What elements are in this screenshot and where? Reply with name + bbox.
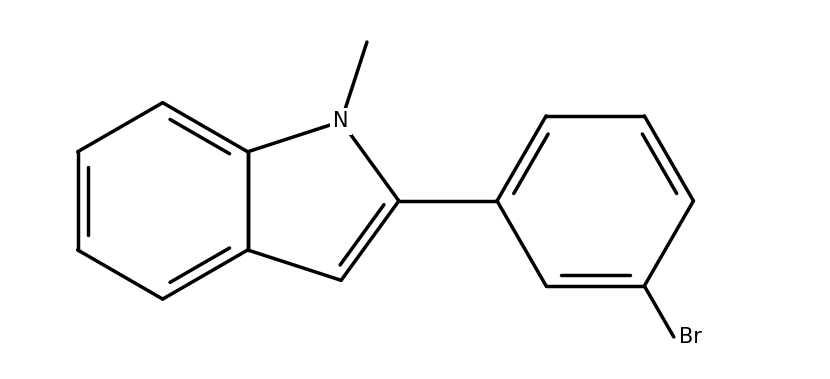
Text: Br: Br — [679, 327, 701, 347]
Text: N: N — [334, 111, 349, 132]
